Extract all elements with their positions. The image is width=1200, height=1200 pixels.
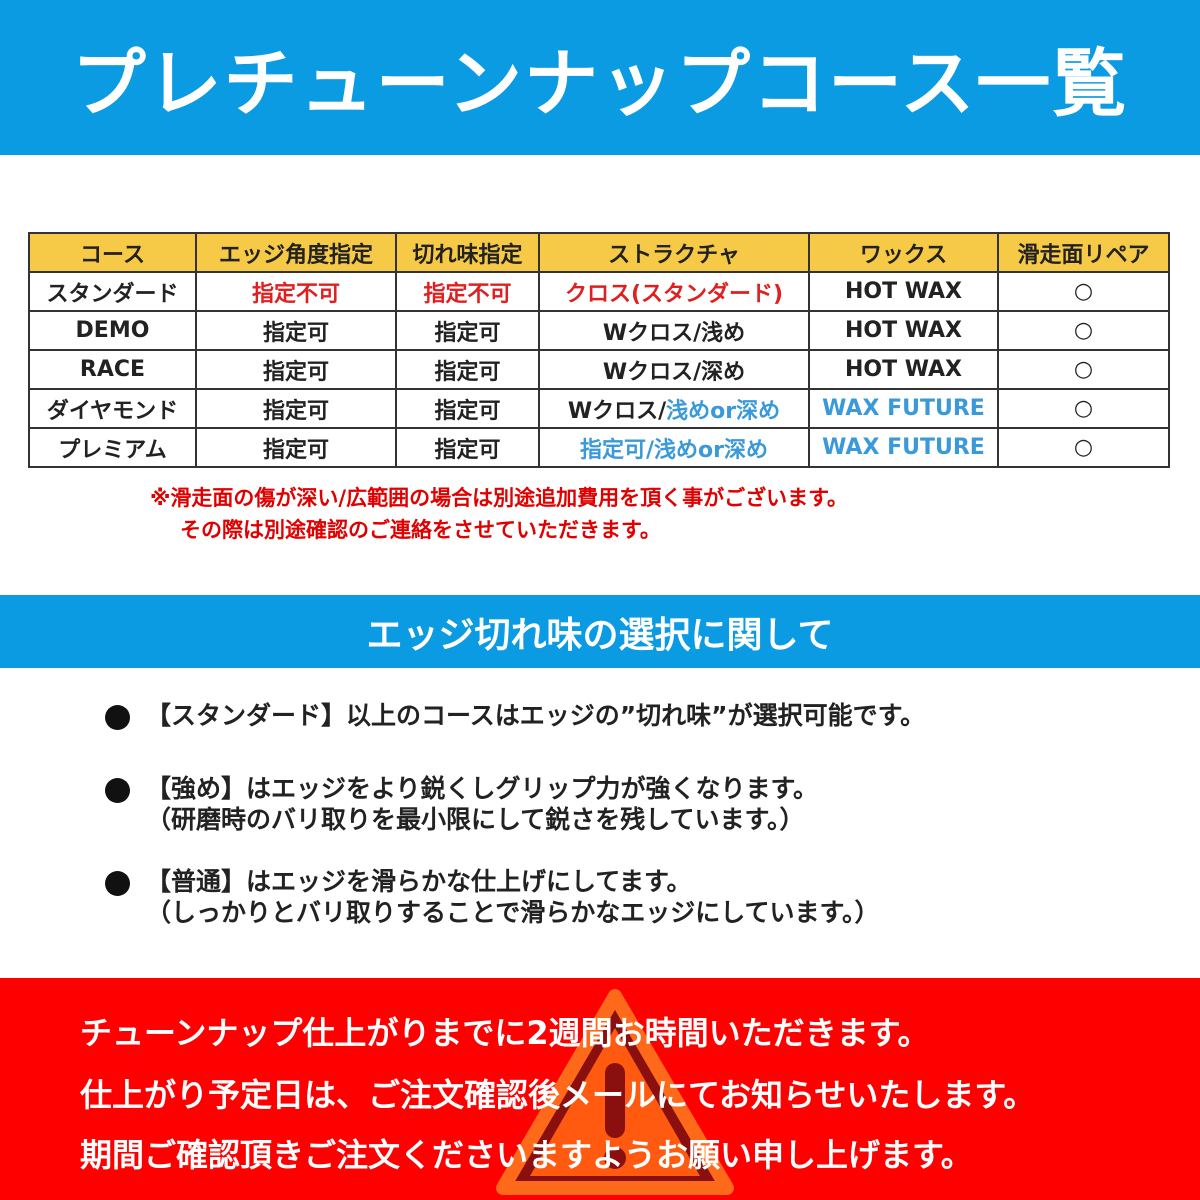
- header-course: コース: [28, 232, 197, 273]
- cell: 指定可: [395, 427, 540, 468]
- cell: RACE: [28, 349, 197, 390]
- table-row: ダイヤモンド 指定可 指定可 Wクロス/浅めor深め WAX FUTURE ○: [28, 388, 1170, 429]
- list-item: 【強め】はエッジをより鋭くしグリップ力が強くなります。 （研磨時のバリ取りを最小限…: [105, 773, 1105, 835]
- cell: ○: [997, 349, 1170, 390]
- cell: WAX FUTURE: [808, 388, 999, 429]
- table-row: スタンダード 指定不可 指定不可 クロス(スタンダード) HOT WAX ○: [28, 271, 1170, 312]
- bullet-icon: [105, 778, 130, 803]
- bullet-text: 【スタンダード】以上のコースはエッジの”切れ味”が選択可能です。: [146, 701, 926, 730]
- title-band: プレチューンナップコース一覧: [0, 0, 1200, 155]
- header-edge-angle: エッジ角度指定: [195, 232, 397, 273]
- cell: ○: [997, 310, 1170, 351]
- cell: HOT WAX: [808, 310, 999, 351]
- cell: ○: [997, 271, 1170, 312]
- table-row: RACE 指定可 指定可 Wクロス/深め HOT WAX ○: [28, 349, 1170, 390]
- cell: 指定可: [195, 388, 397, 429]
- bullet-text: 【普通】はエッジを滑らかな仕上げにしてます。: [146, 867, 692, 896]
- cell: 指定不可: [195, 271, 397, 312]
- cell: DEMO: [28, 310, 197, 351]
- table-note: ※滑走面の傷が深い/広範囲の場合は別途追加費用を頂く事がございます。 その際は別…: [150, 482, 848, 546]
- section-title: エッジ切れ味の選択に関して: [366, 614, 834, 656]
- cell: Wクロス/深め: [538, 349, 810, 390]
- table-header-row: コース エッジ角度指定 切れ味指定 ストラクチャ ワックス 滑走面リペア: [28, 232, 1170, 273]
- cell-text-highlight: 浅めor深め: [666, 398, 781, 424]
- warning-line: チューンナップ仕上がりまでに2週間お時間いただきます。: [80, 1014, 930, 1052]
- course-table: コース エッジ角度指定 切れ味指定 ストラクチャ ワックス 滑走面リペア スタン…: [28, 232, 1170, 468]
- note-line: ※滑走面の傷が深い/広範囲の場合は別途追加費用を頂く事がございます。: [150, 486, 848, 510]
- cell: 指定可: [395, 388, 540, 429]
- bullet-list: 【スタンダード】以上のコースはエッジの”切れ味”が選択可能です。 【強め】はエッ…: [105, 700, 1105, 959]
- list-item: 【普通】はエッジを滑らかな仕上げにしてます。 （しっかりとバリ取りすることで滑らか…: [105, 866, 1105, 928]
- cell: 指定可: [395, 349, 540, 390]
- cell: ○: [997, 388, 1170, 429]
- warning-line: 期間ご確認頂きご注文くださいますようお願い申し上げます。: [80, 1136, 973, 1174]
- section-band: エッジ切れ味の選択に関して: [0, 595, 1200, 668]
- list-item: 【スタンダード】以上のコースはエッジの”切れ味”が選択可能です。: [105, 700, 1105, 731]
- cell-text: Wクロス/: [567, 398, 667, 424]
- cell: Wクロス/浅めor深め: [538, 388, 810, 429]
- cell: HOT WAX: [808, 349, 999, 390]
- cell: プレミアム: [28, 427, 197, 468]
- header-wax: ワックス: [808, 232, 999, 273]
- cell: ○: [997, 427, 1170, 468]
- header-base-repair: 滑走面リペア: [997, 232, 1170, 273]
- bullet-text: （研磨時のバリ取りを最小限にして鋭さを残しています。）: [146, 805, 805, 834]
- page-title: プレチューンナップコース一覧: [71, 41, 1129, 127]
- cell: 指定可: [195, 349, 397, 390]
- header-structure: ストラクチャ: [538, 232, 810, 273]
- cell: WAX FUTURE: [808, 427, 999, 468]
- bullet-text: （しっかりとバリ取りすることで滑らかなエッジにしています。）: [146, 898, 880, 927]
- cell: 指定可: [195, 310, 397, 351]
- cell: 指定可: [395, 310, 540, 351]
- header-sharpness: 切れ味指定: [395, 232, 540, 273]
- bullet-text: 【強め】はエッジをより鋭くしグリップ力が強くなります。: [146, 774, 819, 803]
- table-row: プレミアム 指定可 指定可 指定可/浅めor深め WAX FUTURE ○: [28, 427, 1170, 468]
- bullet-icon: [105, 871, 130, 896]
- cell: クロス(スタンダード): [538, 271, 810, 312]
- bullet-icon: [105, 705, 130, 730]
- warning-block: チューンナップ仕上がりまでに2週間お時間いただきます。 仕上がり予定日は、ご注文…: [0, 978, 1200, 1200]
- cell: 指定不可: [395, 271, 540, 312]
- cell: 指定可: [195, 427, 397, 468]
- table-row: DEMO 指定可 指定可 Wクロス/浅め HOT WAX ○: [28, 310, 1170, 351]
- cell: 指定可/浅めor深め: [538, 427, 810, 468]
- warning-triangle-icon: [496, 989, 734, 1195]
- note-line: その際は別途確認のご連絡をさせていただきます。: [180, 518, 661, 542]
- cell: Wクロス/浅め: [538, 310, 810, 351]
- cell: ダイヤモンド: [28, 388, 197, 429]
- warning-line: 仕上がり予定日は、ご注文確認後メールにてお知らせいたします。: [80, 1076, 1036, 1114]
- cell: HOT WAX: [808, 271, 999, 312]
- cell: スタンダード: [28, 271, 197, 312]
